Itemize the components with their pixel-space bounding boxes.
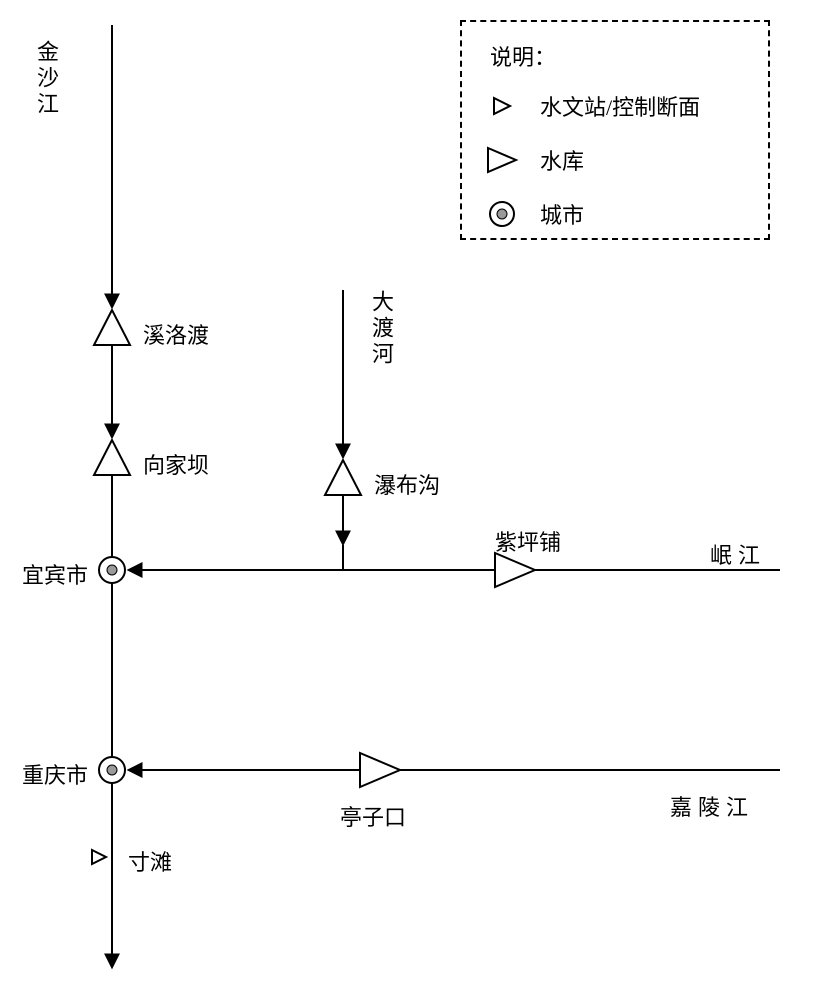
legend-box: 说明： 水文站/控制断面 水库 城市 xyxy=(460,20,770,240)
legend-text-station: 水文站/控制断面 xyxy=(540,90,700,122)
city-legend-icon xyxy=(482,194,522,234)
river-label-jialing: 嘉陵江 xyxy=(670,790,754,822)
city-label-chongqing: 重庆市 xyxy=(22,758,88,790)
reservoir-icon xyxy=(495,553,535,587)
river-label-min: 岷江 xyxy=(710,538,766,570)
reservoir-label-tingzikou: 亭子口 xyxy=(340,800,406,832)
reservoir-label-pubugou: 瀑布沟 xyxy=(374,468,440,500)
legend-text-city: 城市 xyxy=(540,198,584,230)
reservoir-icon xyxy=(94,440,130,475)
legend-row-station: 水文站/控制断面 xyxy=(482,86,748,126)
station-label-cuntan: 寸滩 xyxy=(128,845,172,877)
reservoir-label-zipingpu: 紫坪铺 xyxy=(495,525,561,557)
legend-title: 说明： xyxy=(490,40,748,72)
legend-row-reservoir: 水库 xyxy=(482,140,748,180)
city-icon-inner xyxy=(107,765,117,775)
reservoir-icon xyxy=(360,753,400,787)
station-icon xyxy=(92,850,106,864)
river-label-jinsha: 金沙江 xyxy=(30,40,62,118)
city-icon-inner xyxy=(107,565,117,575)
reservoir-icon xyxy=(325,460,361,495)
river-label-dadu: 大渡河 xyxy=(365,290,397,368)
station-legend-icon xyxy=(482,86,522,126)
reservoir-label-xiluodu: 溪洛渡 xyxy=(143,318,209,350)
city-label-yibin: 宜宾市 xyxy=(22,558,88,590)
reservoir-icon xyxy=(94,310,130,345)
legend-text-reservoir: 水库 xyxy=(540,144,584,176)
reservoir-legend-icon xyxy=(482,140,522,180)
reservoir-label-xiangjiaba: 向家坝 xyxy=(143,448,209,480)
legend-row-city: 城市 xyxy=(482,194,748,234)
